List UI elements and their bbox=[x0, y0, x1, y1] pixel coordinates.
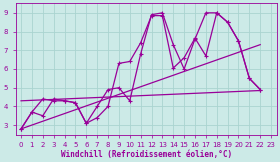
X-axis label: Windchill (Refroidissement éolien,°C): Windchill (Refroidissement éolien,°C) bbox=[60, 150, 232, 159]
